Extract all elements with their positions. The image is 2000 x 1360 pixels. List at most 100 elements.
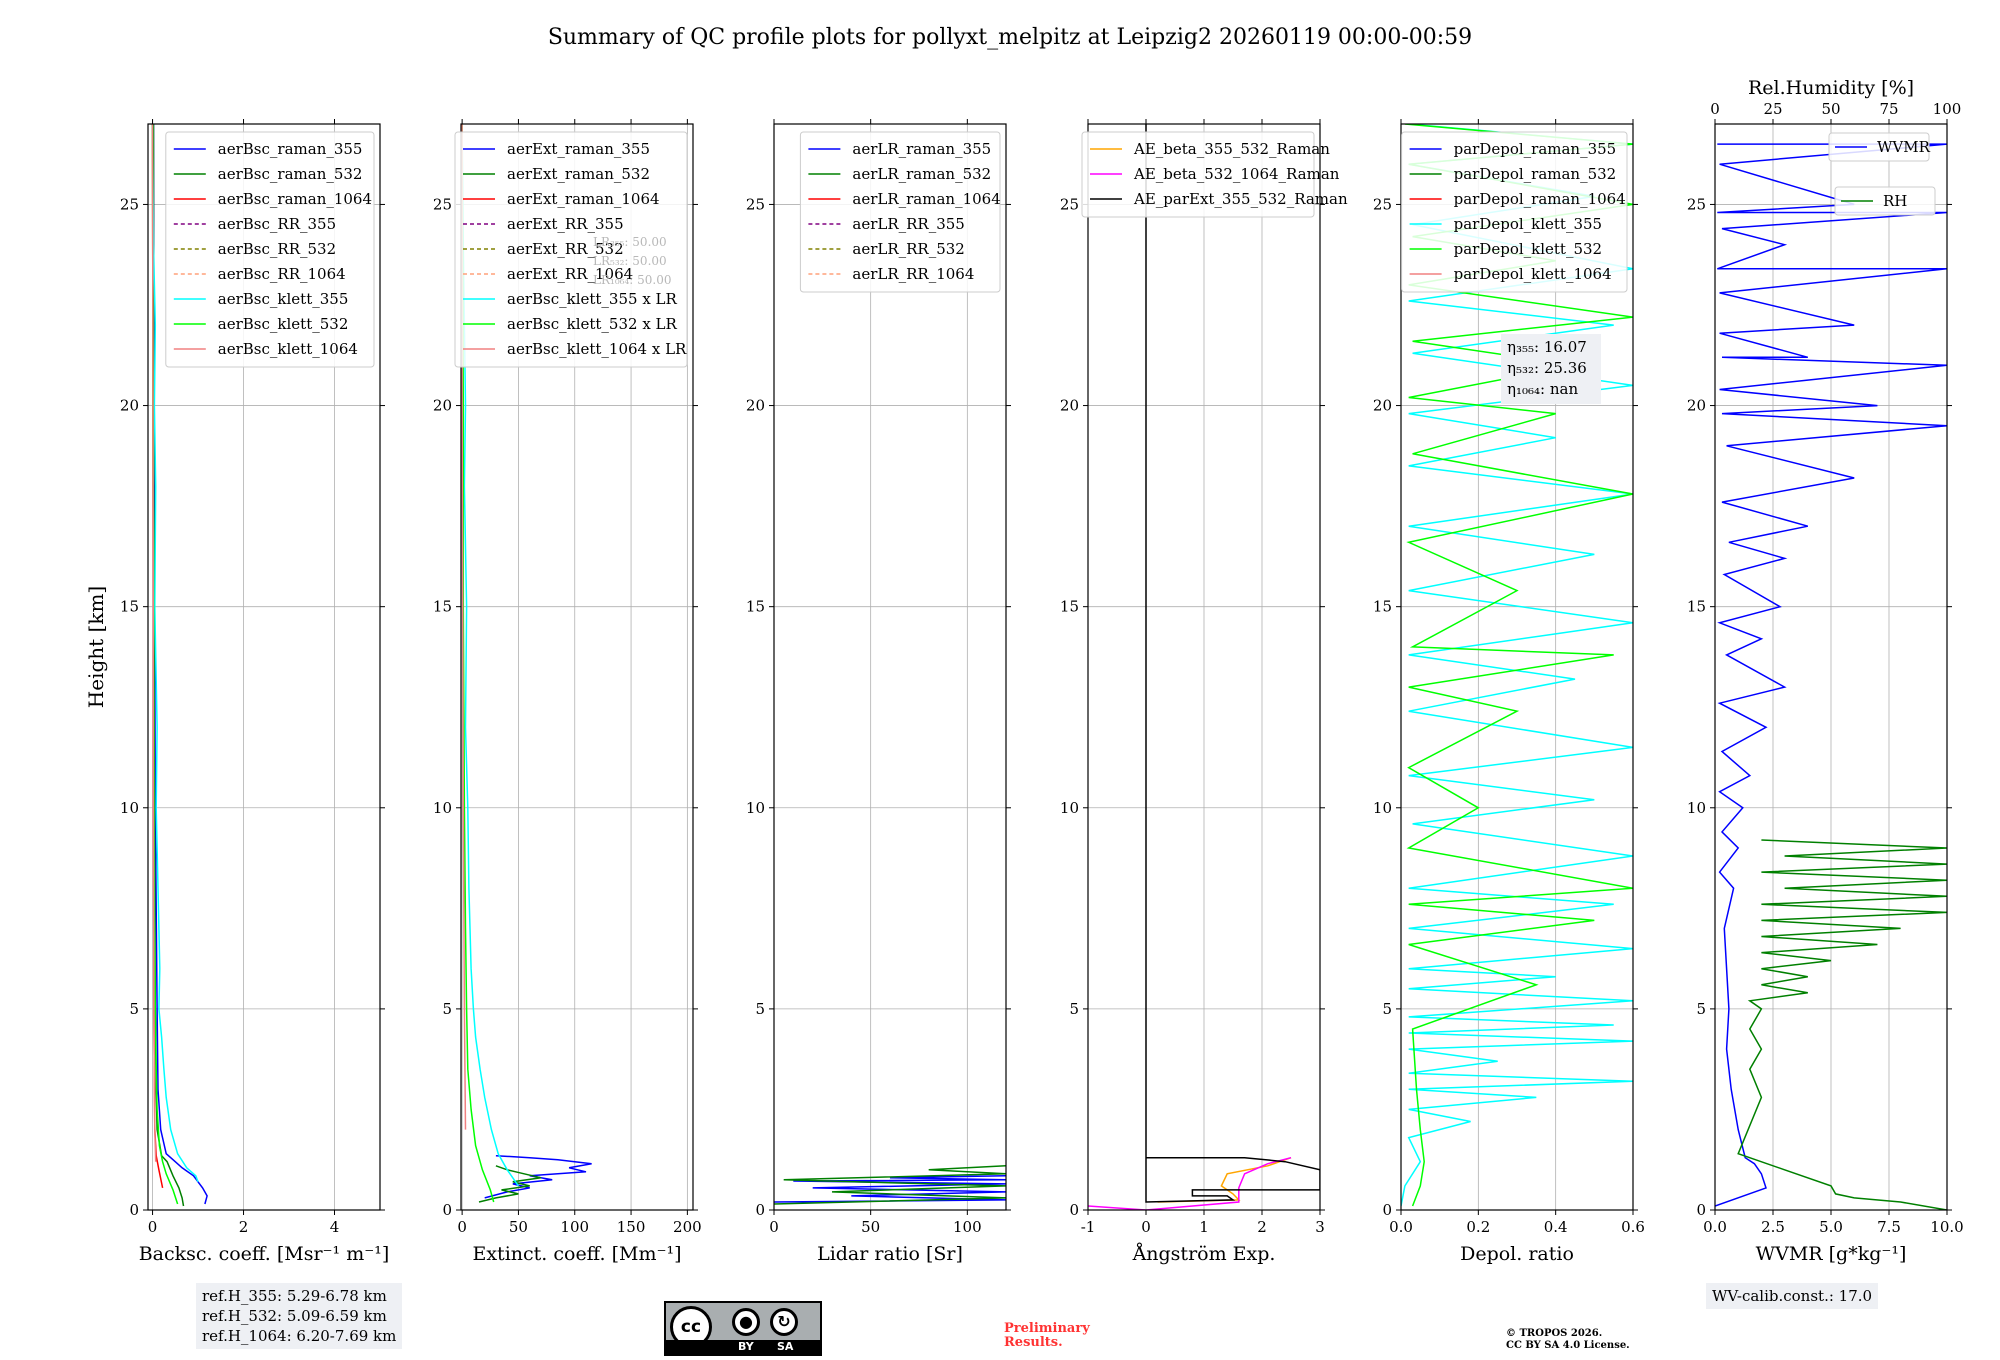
legend-label: aerExt_RR_532 — [507, 240, 624, 258]
y-tick-label: 15 — [1373, 598, 1392, 616]
x-tick-label: 100 — [560, 1218, 589, 1236]
legend-label: aerLR_RR_1064 — [852, 265, 974, 283]
y-tick-label: 20 — [1687, 397, 1706, 415]
legend-label: aerLR_RR_355 — [852, 215, 964, 233]
x-tick-label: 10.0 — [1930, 1218, 1963, 1236]
legend: AE_beta_355_532_Raman AE_beta_532_1064_Ra… — [1081, 131, 1348, 218]
y-tick-label: 5 — [1696, 1000, 1706, 1018]
y-tick-label: 10 — [120, 799, 139, 817]
legend-label: aerLR_raman_532 — [852, 165, 991, 183]
legend-label: parDepol_raman_1064 — [1454, 190, 1626, 208]
legend-label: aerExt_raman_532 — [507, 165, 650, 183]
top-x-tick-label: 75 — [1879, 100, 1898, 118]
top-x-tick-label: 25 — [1763, 100, 1782, 118]
legend-label: aerBsc_RR_532 — [218, 240, 336, 258]
x-axis-label: Depol. ratio — [1460, 1243, 1574, 1265]
y-tick-label: 15 — [1687, 598, 1706, 616]
sa-label: SA — [777, 1340, 794, 1353]
legend-label: aerExt_RR_355 — [507, 215, 624, 233]
y-tick-label: 20 — [746, 397, 765, 415]
legend-box — [1828, 132, 1930, 162]
axes-frame — [460, 123, 694, 1211]
y-tick-label: 5 — [1069, 1000, 1079, 1018]
series-line-AE_beta_532_1064_Raman — [1088, 1156, 1292, 1210]
y-tick-label: 25 — [1687, 195, 1706, 213]
legend: aerBsc_raman_355 aerBsc_raman_532 aerBsc_r… — [165, 131, 375, 368]
figure-title: Summary of QC profile plots for pollyxt_… — [548, 25, 1472, 50]
x-tick-label: 200 — [673, 1218, 702, 1236]
y-tick-label: 10 — [1373, 799, 1392, 817]
y-tick-label: 20 — [433, 397, 452, 415]
y-tick-label: 25 — [746, 195, 765, 213]
legend: parDepol_raman_355 parDepol_raman_532 parD… — [1401, 131, 1628, 293]
top-x-tick-label: 50 — [1821, 100, 1840, 118]
x-axis-label: Ångström Exp. — [1132, 1243, 1276, 1265]
x-tick-label: 5.0 — [1819, 1218, 1843, 1236]
series-line-aerBsc_klett_355 — [151, 124, 199, 1183]
x-tick-label: 0 — [1141, 1218, 1151, 1236]
annotation-group: LR₃₅₅: 50.00 LR₅₃₂: 50.00 LR₁₀₆₄: 50.00 — [593, 235, 671, 287]
legend-label: RH — [1883, 192, 1907, 210]
legend-box — [1081, 131, 1315, 218]
y-tick-label: 25 — [433, 195, 452, 213]
annotation-group: η₃₅₅: 16.07 η₅₃₂: 25.36 η₁₀₆₄: nan — [1501, 334, 1601, 404]
legend-label: aerLR_raman_355 — [852, 140, 991, 158]
copyright-line-1: © TROPOS 2026. — [1506, 1328, 1603, 1339]
lidar-ratio-annotation: LR₃₅₅: 50.00 — [593, 235, 667, 249]
series-line-aerExt_raman_532 — [478, 1165, 542, 1203]
cc-strip: BY SA — [666, 1340, 820, 1354]
x-tick-label: 0.6 — [1621, 1218, 1645, 1236]
legend-label: WVMR — [1877, 138, 1931, 156]
ref-height-1064: ref.H_1064: 6.20-7.69 km — [202, 1327, 397, 1345]
ref-height-355: ref.H_355: 5.29-6.78 km — [202, 1287, 387, 1305]
legend-box — [454, 131, 688, 368]
legend-label: aerLR_RR_532 — [852, 240, 964, 258]
x-tick-label: 50 — [509, 1218, 528, 1236]
y-tick-label: 10 — [1060, 799, 1079, 817]
copyright-line-2: CC BY SA 4.0 License. — [1506, 1340, 1630, 1351]
x-tick-label: 2.5 — [1761, 1218, 1785, 1236]
y-tick-label: 0 — [442, 1201, 452, 1219]
reference-heights-box: ref.H_355: 5.29-6.78 km ref.H_532: 5.09-… — [196, 1283, 403, 1349]
legend-label: aerBsc_klett_1064 — [218, 340, 358, 358]
x-tick-label: 1 — [1199, 1218, 1209, 1236]
legend-label: aerExt_raman_355 — [507, 140, 650, 158]
wv-calib-box: WV-calib.const.: 17.0 — [1706, 1283, 1879, 1309]
x-tick-label: 0 — [769, 1218, 779, 1236]
legend-label: aerBsc_raman_1064 — [218, 190, 372, 208]
y-tick-label: 15 — [433, 598, 452, 616]
legend-label: AE_beta_532_1064_Raman — [1133, 165, 1340, 183]
legend-label: aerBsc_RR_1064 — [218, 265, 346, 283]
series-line-aerBsc_raman_355 — [152, 124, 208, 1205]
series-line-RH — [1737, 839, 1947, 1210]
legend-label: aerBsc_klett_1064 x LR — [507, 340, 687, 358]
cc-license-badge: cc ● ↻ BY SA — [664, 1301, 822, 1356]
legend-box — [1834, 186, 1936, 216]
legend-label: aerExt_raman_1064 — [507, 190, 660, 208]
x-tick-label: -1 — [1081, 1218, 1096, 1236]
legend-box — [799, 131, 1001, 293]
series-line-parDepol_klett_355 — [1401, 124, 1633, 1207]
legend-label: aerBsc_raman_532 — [218, 165, 363, 183]
panel-lidar-ratio: 0 50 100 0 5 10 15 20 25 Lidar ratio [Sr] aerLR_ra… — [746, 119, 1011, 1265]
legend-label: aerBsc_klett_532 x LR — [507, 315, 678, 333]
legend-box — [165, 131, 375, 368]
y-tick-label: 5 — [442, 1000, 452, 1018]
series-line-AE_parExt_355_532_Raman — [1145, 124, 1320, 1203]
lidar-ratio-annotation: LR₁₀₆₄: 50.00 — [593, 273, 671, 287]
wv-calib-text: WV-calib.const.: 17.0 — [1712, 1287, 1873, 1305]
eta-annotation: η₁₀₆₄: nan — [1507, 380, 1578, 398]
eta-annotation: η₅₃₂: 25.36 — [1507, 359, 1587, 377]
x-tick-label: 4 — [330, 1218, 340, 1236]
preliminary-line-2: Results. — [1004, 1335, 1063, 1350]
x-axis-label: Backsc. coeff. [Msr⁻¹ m⁻¹] — [139, 1243, 390, 1265]
x-tick-label: 0 — [457, 1218, 467, 1236]
y-tick-label: 20 — [120, 397, 139, 415]
legend-label: aerBsc_klett_355 x LR — [507, 290, 678, 308]
copyright-note: © TROPOS 2026. CC BY SA 4.0 License. — [1506, 1328, 1630, 1352]
legend-label: parDepol_klett_532 — [1454, 240, 1603, 258]
axes-frame — [773, 123, 1007, 1211]
series-line-WVMR — [1715, 143, 1947, 1207]
